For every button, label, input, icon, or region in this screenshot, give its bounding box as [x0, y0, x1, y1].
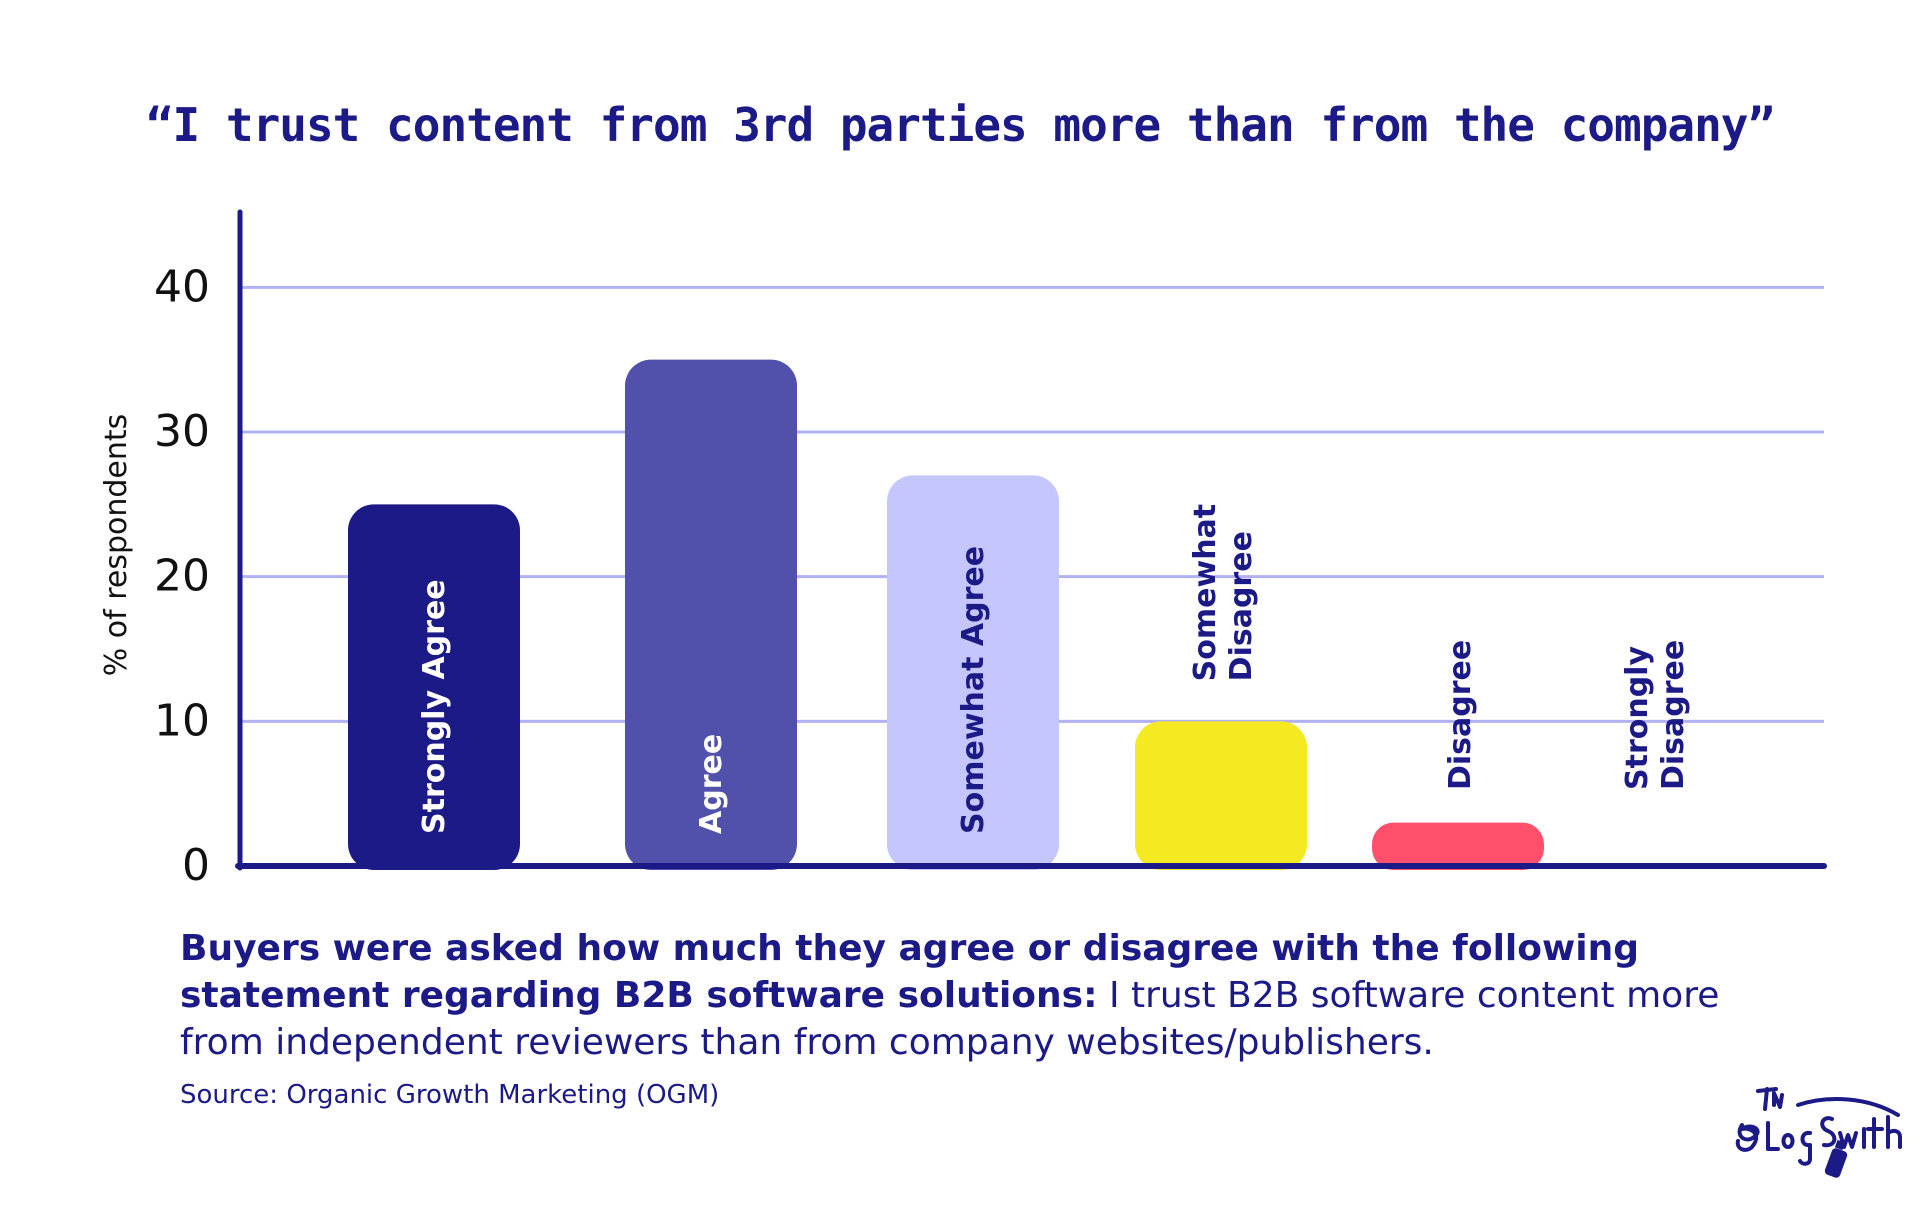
y-tick-label: 10 — [154, 695, 210, 746]
bar-label: Agree — [694, 734, 729, 834]
bar-somewhat-agree — [887, 475, 1059, 870]
blogsmith-logo — [1735, 1087, 1902, 1178]
spray-can-icon — [1824, 1139, 1848, 1178]
bar-agree — [625, 359, 797, 870]
bar-label: Disagree — [1443, 640, 1478, 790]
bar-label: Strongly Agree — [417, 579, 452, 834]
bar-label: Somewhat Disagree — [1188, 504, 1259, 681]
bar-label-line: Strongly — [1620, 646, 1655, 790]
y-tick-label: 0 — [182, 840, 210, 891]
bar-disagree — [1372, 822, 1544, 870]
bar-label-line: Strongly Agree — [417, 579, 452, 834]
bar-somewhat-disagree — [1135, 721, 1307, 870]
bar-strongly-agree — [348, 504, 520, 870]
y-axis-label: % of respondents — [99, 414, 134, 677]
bar-label: Somewhat Agree — [956, 546, 991, 834]
source-note: Source: Organic Growth Marketing (OGM) — [180, 1080, 720, 1110]
bar-label-line: Somewhat — [1188, 504, 1223, 681]
bar-label-line: Agree — [694, 734, 729, 834]
y-tick-label: 40 — [154, 261, 210, 312]
bar-label-line: Disagree — [1656, 640, 1691, 790]
bar-label: Strongly Disagree — [1620, 640, 1691, 790]
description-regular: I trust B2B software content more from i… — [180, 975, 1720, 1063]
bar-label-line: Somewhat Agree — [956, 546, 991, 834]
bar-label-line: Disagree — [1443, 640, 1478, 790]
chart-title: “I trust content from 3rd parties more t… — [145, 98, 1775, 152]
bar-label-line: Disagree — [1224, 531, 1259, 681]
chart-description: Buyers were asked how much they agree or… — [180, 925, 1780, 1066]
y-tick-label: 30 — [154, 406, 210, 457]
bar-chart: 0 10 20 30 40 % of respondents Strongly Agree A… — [99, 209, 1827, 891]
y-tick-label: 20 — [154, 551, 210, 602]
description-bold: Buyers were asked how much they agree or… — [180, 928, 1639, 1016]
